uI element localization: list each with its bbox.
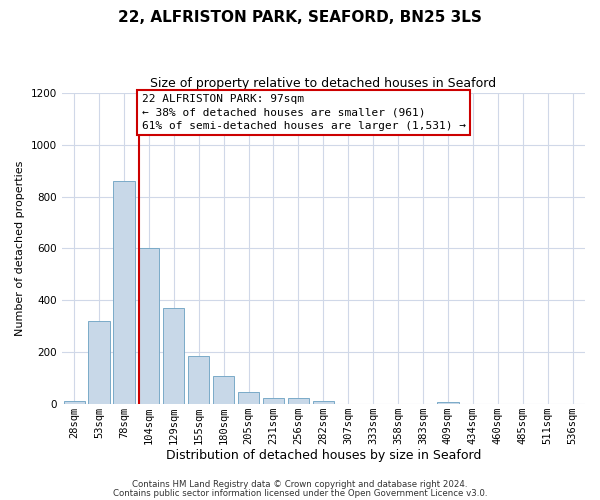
Bar: [138, 248, 160, 404]
Bar: [213, 376, 234, 404]
Bar: [88, 321, 110, 404]
Title: Size of property relative to detached houses in Seaford: Size of property relative to detached ho…: [150, 78, 496, 90]
Bar: [238, 392, 259, 404]
Bar: [313, 401, 334, 404]
Bar: [113, 181, 134, 404]
Y-axis label: Number of detached properties: Number of detached properties: [15, 160, 25, 336]
Bar: [263, 398, 284, 404]
Text: Contains HM Land Registry data © Crown copyright and database right 2024.: Contains HM Land Registry data © Crown c…: [132, 480, 468, 489]
Bar: [437, 402, 458, 404]
X-axis label: Distribution of detached houses by size in Seaford: Distribution of detached houses by size …: [166, 450, 481, 462]
Text: 22 ALFRISTON PARK: 97sqm
← 38% of detached houses are smaller (961)
61% of semi-: 22 ALFRISTON PARK: 97sqm ← 38% of detach…: [142, 94, 466, 130]
Bar: [64, 401, 85, 404]
Text: 22, ALFRISTON PARK, SEAFORD, BN25 3LS: 22, ALFRISTON PARK, SEAFORD, BN25 3LS: [118, 10, 482, 25]
Text: Contains public sector information licensed under the Open Government Licence v3: Contains public sector information licen…: [113, 488, 487, 498]
Bar: [163, 308, 184, 404]
Bar: [288, 398, 309, 404]
Bar: [188, 356, 209, 404]
